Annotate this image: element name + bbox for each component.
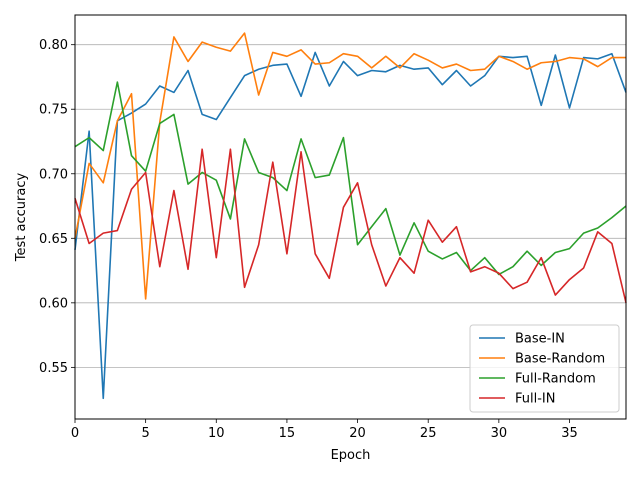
series-line-full-in: [74, 148, 627, 304]
y-tick-label: 0.70: [39, 167, 68, 182]
series-line-full-random: [74, 81, 627, 276]
y-tick-label: 0.60: [39, 296, 68, 311]
x-tick-label: 10: [208, 426, 225, 441]
x-tick-label: 5: [142, 426, 150, 441]
legend-label: Base-Random: [515, 352, 605, 367]
x-tick-label: 25: [420, 426, 437, 441]
y-tick-label: 0.75: [39, 103, 68, 118]
legend-label: Base-IN: [515, 332, 565, 347]
grid-lines: [75, 44, 626, 368]
y-tick-label: 0.65: [39, 232, 68, 247]
y-tick-label: 0.80: [39, 38, 68, 53]
series-lines: [74, 32, 627, 400]
y-axis-label: Test accuracy: [14, 173, 29, 263]
x-tick-label: 15: [279, 426, 296, 441]
series-line-base-in: [74, 51, 627, 400]
legend-box: [469, 324, 620, 413]
x-tick-label: 35: [561, 426, 578, 441]
y-tick-label: 0.55: [39, 361, 68, 376]
plot-frame: [74, 14, 627, 420]
x-tick-label: 0: [71, 426, 79, 441]
axis-ticks: 0.55 0.60 0.65 0.70 0.75 0.80 0 5 10 15 20 25 30 35: [39, 38, 578, 441]
legend: Base-IN Base-Random Full-Random Full-IN: [469, 324, 620, 413]
x-tick-label: 20: [349, 426, 366, 441]
legend-label: Full-Random: [515, 372, 596, 387]
legend-label: Full-IN: [515, 392, 555, 407]
x-axis-label: Epoch: [331, 448, 371, 463]
series-line-base-random: [74, 32, 626, 300]
x-tick-label: 30: [491, 426, 508, 441]
